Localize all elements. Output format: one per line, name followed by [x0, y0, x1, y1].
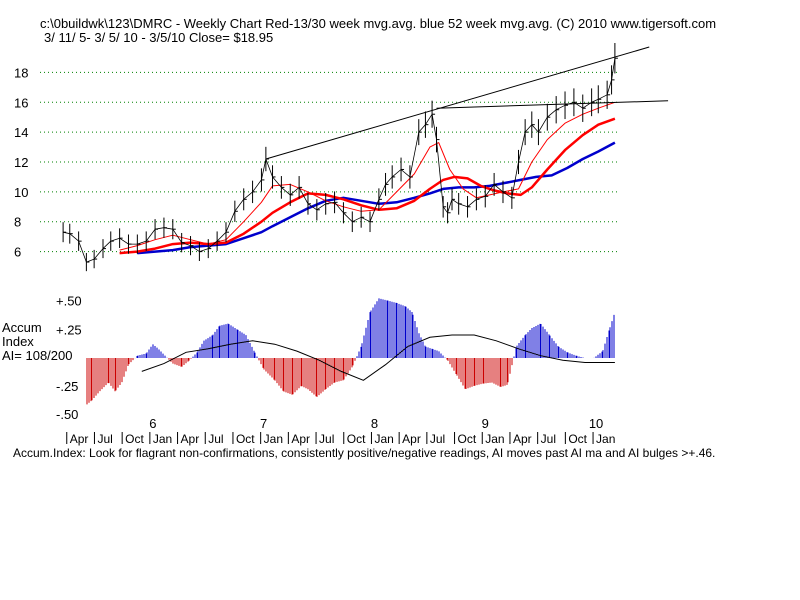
ai-y-tick-label: -.50: [56, 407, 78, 422]
month-label: Jan: [485, 432, 504, 446]
ma52-layer: [137, 141, 616, 255]
ai-y-ticks: +.50 +.25 -.25 -.50: [56, 294, 82, 422]
chart-header-range: 3/ 11/ 5- 3/ 5/ 10 - 3/5/10 Close= $18.9…: [44, 30, 274, 45]
year-label: 8: [371, 416, 378, 431]
y-tick-label: 14: [14, 125, 28, 140]
ma52-line: [137, 141, 616, 255]
ai-ma-layer: [141, 334, 615, 381]
trendline-layer: [265, 46, 669, 160]
month-label: Apr: [181, 432, 200, 446]
year-label: 7: [260, 416, 267, 431]
y-tick-label: 10: [14, 185, 28, 200]
ai-ma-line: [141, 334, 615, 381]
ai-y-tick-label: -.25: [56, 379, 78, 394]
ai-bars: [86, 298, 615, 405]
ma13-layer: [119, 101, 616, 251]
month-label: Jul: [97, 432, 112, 446]
month-label: Jul: [541, 432, 556, 446]
price-y-ticks: 18 16 14 12 10 8 6: [14, 65, 28, 259]
month-label: Oct: [236, 432, 255, 446]
ma30-line: [119, 117, 616, 255]
price-grid: [40, 71, 620, 253]
month-label: Oct: [125, 432, 144, 446]
month-label: Apr: [513, 432, 532, 446]
price-layer: [62, 43, 618, 272]
ai-value-label: AI= 108/200: [2, 348, 73, 363]
month-label: Jul: [208, 432, 223, 446]
month-label: Oct: [458, 432, 477, 446]
month-label: Oct: [568, 432, 587, 446]
index-label: Index: [2, 334, 34, 349]
chart-header-title: c:\0buildwk\123\DMRC - Weekly Chart Red-…: [40, 16, 717, 31]
ma13-line: [119, 101, 616, 251]
month-label: Apr: [402, 432, 421, 446]
month-label: Oct: [347, 432, 366, 446]
month-label: Jan: [374, 432, 393, 446]
price-line: [63, 58, 616, 263]
month-label: Jul: [319, 432, 334, 446]
trendline: [436, 100, 669, 109]
month-label: Apr: [291, 432, 310, 446]
month-label: Jul: [430, 432, 445, 446]
month-label: Jan: [596, 432, 615, 446]
y-tick-label: 18: [14, 65, 28, 80]
y-tick-label: 16: [14, 95, 28, 110]
month-label: Jan: [264, 432, 283, 446]
footer-note: Accum.Index: Look for flagrant non-confi…: [13, 446, 716, 460]
ai-y-tick-label: +.50: [56, 294, 82, 309]
y-tick-label: 12: [14, 155, 28, 170]
month-label: Apr: [70, 432, 89, 446]
y-tick-label: 8: [14, 215, 21, 230]
x-axis: 6 7 8 9 10 Apr Jul Oct Jan Apr Jul Oct Jan Apr Jul Oct J…: [66, 416, 615, 446]
ai-y-tick-label: +.25: [56, 322, 82, 337]
y-tick-label: 6: [14, 245, 21, 260]
ma30-layer: [119, 117, 616, 255]
month-label: Jan: [153, 432, 172, 446]
accum-label: Accum: [2, 320, 42, 335]
year-label: 9: [482, 416, 489, 431]
year-label: 10: [589, 416, 603, 431]
trendline: [265, 46, 650, 160]
year-label: 6: [149, 416, 156, 431]
